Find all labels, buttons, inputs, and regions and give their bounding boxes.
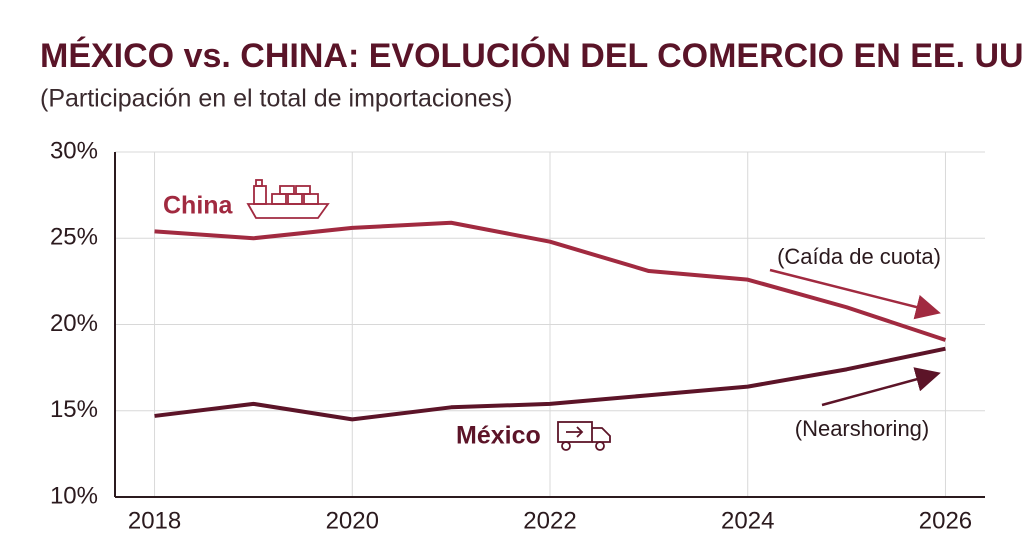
ship-icon: [246, 179, 330, 219]
x-tick-label: 2026: [919, 507, 972, 534]
x-tick-label: 2018: [128, 507, 181, 534]
y-tick-label: 25%: [50, 224, 98, 251]
x-tick-label: 2022: [523, 507, 576, 534]
arrow: [821, 367, 941, 407]
chart-subtitle: (Participación en el total de importacio…: [40, 85, 512, 113]
x-tick-label: 2024: [721, 507, 774, 534]
series-label: China: [163, 192, 234, 220]
series-line: [154, 220, 947, 342]
chart-title: MÉXICO vs. CHINA: EVOLUCIÓN DEL COMERCIO…: [40, 37, 1024, 75]
y-tick-label: 15%: [50, 396, 98, 423]
annotation: (Caída de cuota): [777, 244, 941, 269]
series-line: [154, 346, 946, 422]
y-tick-label: 30%: [50, 137, 98, 164]
x-tick-label: 2020: [326, 507, 379, 534]
series-label: México: [456, 422, 541, 450]
annotation: (Nearshoring): [795, 416, 930, 441]
truck-icon: [557, 421, 611, 451]
y-tick-label: 10%: [50, 482, 98, 509]
y-tick-label: 20%: [50, 310, 98, 337]
arrow: [769, 268, 941, 320]
